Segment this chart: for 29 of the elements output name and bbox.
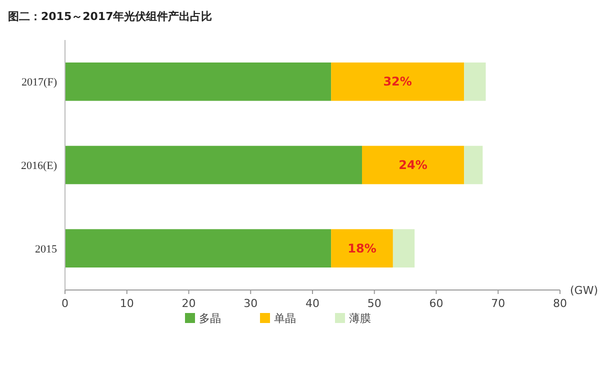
bar (392, 229, 415, 268)
chart-title: 图二：2015～2017年光伏组件产出占比 (8, 10, 212, 23)
x-tick-label: 30 (244, 297, 258, 310)
bar (362, 146, 464, 184)
legend-label: 单晶 (274, 312, 296, 325)
x-axis-title: (GW) (570, 284, 598, 297)
legend-label: 多晶 (199, 312, 221, 325)
x-tick-label: 20 (182, 297, 196, 310)
annotation: 18% (348, 241, 376, 256)
x-tick-label: 40 (306, 297, 320, 310)
bar (331, 229, 393, 268)
x-tick-label: 60 (429, 297, 444, 310)
x-tick-label: 80 (553, 297, 567, 310)
annotation: 24% (398, 158, 428, 172)
legend-label: 薄膜 (349, 312, 371, 325)
x-tick-label: 10 (120, 297, 134, 310)
bar (464, 62, 486, 101)
x-tick-label: 70 (491, 297, 506, 310)
annotation: 32% (383, 74, 412, 89)
bar (464, 146, 483, 184)
x-tick-label: 0 (62, 297, 68, 310)
y-tick-label: 2017(F) (22, 76, 58, 89)
bar (65, 62, 332, 101)
y-tick-label: 2016(E) (20, 160, 58, 172)
bar (65, 229, 332, 268)
x-tick-label: 50 (367, 297, 382, 310)
y-tick-label: 2015 (35, 243, 58, 256)
bar (65, 146, 362, 184)
bar (331, 62, 464, 101)
